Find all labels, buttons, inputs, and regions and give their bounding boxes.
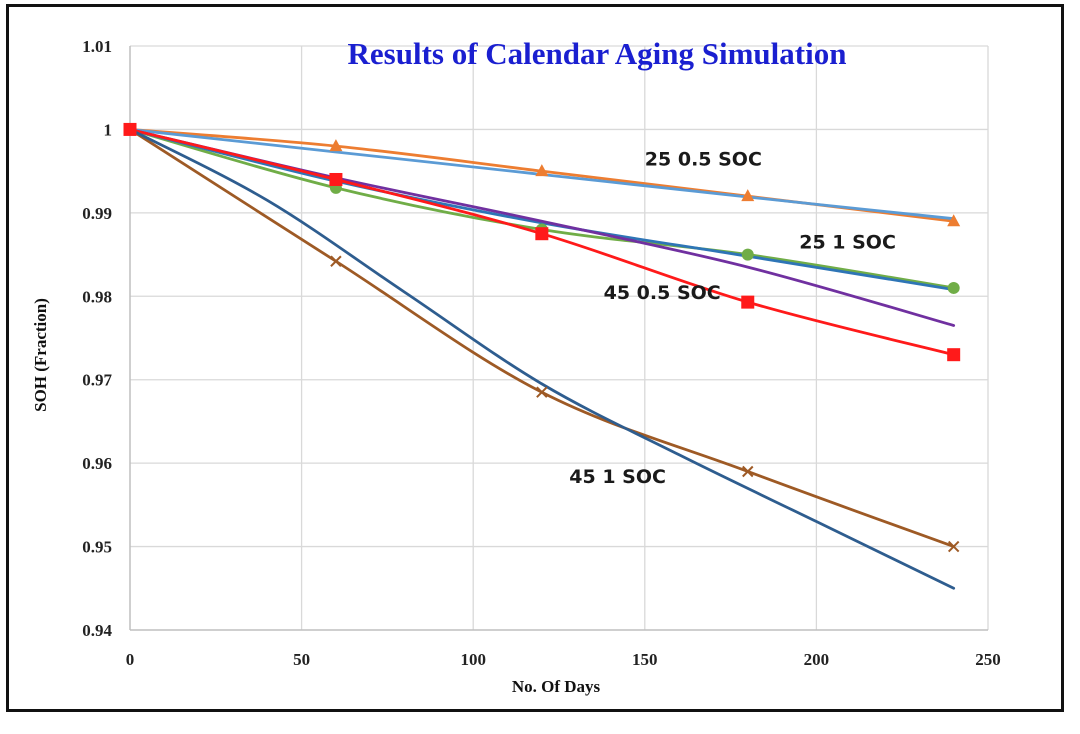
data-point-square: [741, 295, 755, 309]
y-axis-title: SOH (Fraction): [31, 298, 50, 412]
series-annotation: 25 1 SOC: [799, 232, 896, 254]
x-tick-label: 250: [975, 650, 1001, 669]
data-point-triangle: [535, 164, 549, 177]
data-point-circle: [741, 248, 754, 261]
data-point-x: [536, 386, 548, 398]
data-point-triangle: [947, 214, 961, 227]
series-annotation: 45 0.5 SOC: [604, 282, 721, 304]
x-tick-label: 50: [293, 650, 310, 669]
data-point-x: [742, 465, 754, 478]
y-tick-label: 0.99: [82, 204, 112, 223]
data-point-square: [123, 122, 137, 136]
label-layer: 25 0.5 SOC 25 1 SOC 45 0.5 SOC 45 1 SOC: [569, 148, 896, 488]
y-tick-label: 1.01: [82, 37, 112, 56]
x-tick-label: 100: [460, 650, 486, 669]
x-tick-label: 0: [126, 650, 135, 669]
data-point-x: [330, 255, 342, 267]
chart-frame: [6, 4, 1064, 712]
data-point-square: [329, 172, 343, 186]
series-annotation: 25 0.5 SOC: [645, 148, 762, 170]
series-line: [128, 128, 956, 590]
data-point-x-stroke: [536, 386, 548, 398]
data-point-x-stroke: [330, 255, 342, 267]
series-layer: [128, 128, 956, 590]
series-line: [128, 128, 956, 292]
data-point-x-stroke: [947, 540, 960, 553]
y-tick-label: 0.97: [82, 371, 112, 390]
data-point-square: [535, 227, 549, 241]
x-axis-title: No. Of Days: [512, 677, 601, 696]
chart-title: Results of Calendar Aging Simulation: [348, 36, 847, 71]
x-tick-label: 150: [632, 650, 658, 669]
axes: 0.94 0.95 0.96 0.97 0.98 0.99 1 1.01 0 50 100 150 20…: [82, 37, 1001, 669]
data-point-triangle: [741, 189, 755, 202]
data-point-x-stroke: [742, 465, 754, 478]
series-annotation: 45 1 SOC: [569, 466, 666, 488]
x-tick-label: 200: [804, 650, 830, 669]
data-point-square: [947, 348, 961, 362]
data-point-x: [947, 540, 960, 553]
y-tick-label: 0.94: [82, 621, 112, 640]
data-point-circle: [947, 281, 960, 294]
marker-layer: [123, 122, 961, 553]
y-tick-label: 0.96: [82, 454, 112, 473]
y-tick-label: 0.98: [82, 287, 112, 306]
data-point-triangle: [329, 139, 343, 152]
y-tick-label: 1: [104, 120, 113, 139]
y-tick-label: 0.95: [82, 538, 112, 557]
